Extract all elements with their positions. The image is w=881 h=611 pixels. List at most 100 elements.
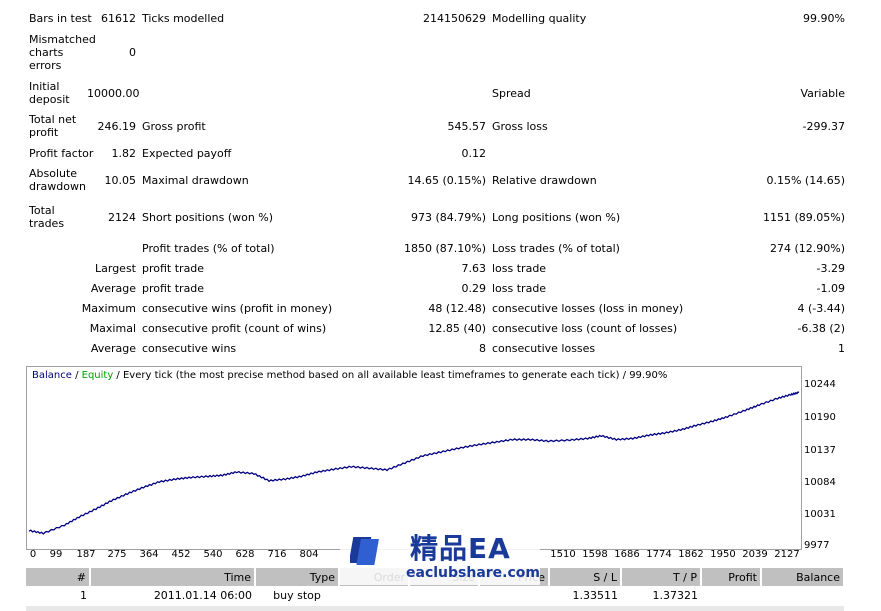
x-tick-label: 187 [76,549,96,560]
x-tick-label: 1862 [678,549,704,560]
legend-text: / Every tick (the most precise method ba… [113,370,668,381]
profit-factor-label: Profit factor [29,146,94,160]
loss-trades-value: 274 (12.90%) [769,241,845,255]
x-tick-label: 452 [171,549,191,560]
orders-header-cell[interactable]: T / P [621,568,702,586]
x-tick-label: 99 [49,549,63,560]
bars-in-test-value: 61612 [101,11,136,25]
expected-payoff-value: 0.12 [461,146,487,160]
watermark: 精品EA eaclubshare.com [340,525,540,585]
largest-loss-value: -3.29 [816,261,845,275]
x-tick-label: 0 [29,549,37,560]
avg-cons-losses-value: 1 [838,341,845,355]
ticks-modelled-label: Ticks modelled [142,11,225,25]
short-positions-value: 973 (84.79%) [410,210,486,224]
avg-cons-wins-value: 8 [479,341,486,355]
orders-cell [339,586,409,604]
gross-profit-value: 545.57 [447,119,487,133]
bars-in-test-label: Bars in test [29,11,92,25]
average2-label: Average [90,341,136,355]
orders-cell [409,586,479,604]
largest-profit-label: profit trade [142,261,205,275]
x-tick-label: 1686 [614,549,640,560]
orders-header-cell[interactable]: Type [255,568,340,586]
average-profit-label: profit trade [142,281,205,295]
x-tick-label: 540 [203,549,223,560]
balance-chart [26,366,802,550]
avg-cons-wins-label: consecutive wins [142,341,237,355]
total-trades-label: Total trades [29,204,65,230]
balance-line [28,391,800,535]
largest-loss-label: loss trade [492,261,547,275]
x-tick-label: 1510 [550,549,576,560]
x-tick-label: 1950 [710,549,736,560]
report-summary: Bars in test 61612 Ticks modelled 214150… [26,8,848,358]
orders-header-cell[interactable]: Time [90,568,256,586]
legend-balance: Balance [32,370,72,381]
maximal-cons-loss-value: -6.38 (2) [797,321,845,335]
y-tick-label: 10137 [804,445,836,456]
maximum-label: Maximum [81,301,136,315]
x-tick-label: 628 [235,549,255,560]
orders-row[interactable]: 1 2011.01.14 06:00 buy stop 1.33511 1.37321 [26,586,844,604]
orders-header-cell[interactable]: S / L [549,568,622,586]
profit-trades-value: 1850 (87.10%) [403,241,486,255]
max-cons-losses-label: consecutive losses (loss in money) [492,301,684,315]
orders-header-cell[interactable]: Profit [701,568,762,586]
orders-cell: 1.37321 [652,588,699,602]
maximal-cons-loss-label: consecutive loss (count of losses) [492,321,678,335]
absolute-drawdown-value: 10.05 [104,173,137,187]
total-net-profit-label: Total net profit [29,113,77,139]
x-tick-label: 2039 [742,549,768,560]
orders-cell: 2011.01.14 06:00 [153,588,252,602]
modelling-quality-label: Modelling quality [492,11,587,25]
x-tick-label: 1598 [582,549,608,560]
y-tick-label: 10031 [804,509,836,520]
orders-cell: 1 [80,588,87,602]
mismatched-label: Mismatched charts errors [29,32,96,72]
maximal-drawdown-label: Maximal drawdown [142,173,249,187]
modelling-quality-value: 99.90% [803,11,845,25]
orders-cell: buy stop [273,588,321,602]
avg-cons-losses-label: consecutive losses [492,341,596,355]
watermark-title: 精品EA [410,532,511,565]
max-cons-wins-label: consecutive wins (profit in money) [142,301,333,315]
y-tick-label: 10084 [804,477,836,488]
y-tick-label: 9977 [804,540,830,551]
ticks-modelled-value: 214150629 [423,11,486,25]
gross-loss-label: Gross loss [492,119,548,133]
legend-separator: / [71,370,82,381]
expected-payoff-label: Expected payoff [142,146,232,160]
gross-loss-value: -299.37 [802,119,845,133]
profit-trades-label: Profit trades (% of total) [142,241,275,255]
x-tick-label: 716 [267,549,287,560]
max-cons-wins-value: 48 (12.48) [428,301,486,315]
short-positions-label: Short positions (won %) [142,210,274,224]
orders-cell [761,586,844,604]
relative-drawdown-label: Relative drawdown [492,173,597,187]
x-tick-label: 2127 [774,549,800,560]
initial-deposit-label: Initial deposit [29,80,70,106]
orders-cell [479,586,549,604]
relative-drawdown-value: 0.15% (14.65) [766,173,845,187]
average-loss-value: -1.09 [816,281,845,295]
mismatched-value: 0 [129,45,136,59]
absolute-drawdown-label: Absolute drawdown [29,167,86,193]
max-cons-losses-value: 4 (-3.44) [797,301,845,315]
gross-profit-label: Gross profit [142,119,206,133]
average-loss-label: loss trade [492,281,547,295]
chart-legend: Balance / Equity / Every tick (the most … [32,370,667,381]
orders-cell [701,586,761,604]
total-net-profit-value: 246.19 [97,119,137,133]
spread-value: Variable [800,86,845,100]
spread-label: Spread [492,86,531,100]
watermark-logo-icon [350,537,379,565]
loss-trades-label: Loss trades (% of total) [492,241,620,255]
average-label: Average [90,281,136,295]
orders-header-cell[interactable]: Balance [761,568,845,586]
orders-header-cell[interactable]: # [26,568,91,586]
long-positions-value: 1151 (89.05%) [762,210,845,224]
orders-cell: 1.33511 [572,588,619,602]
total-trades-value: 2124 [108,210,136,224]
long-positions-label: Long positions (won %) [492,210,621,224]
